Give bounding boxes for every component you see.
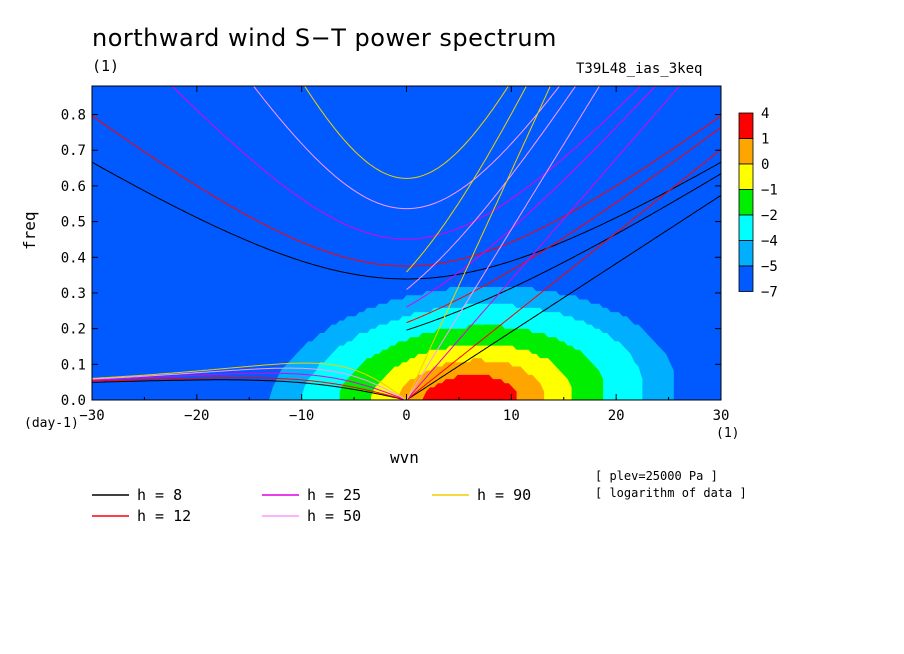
x-tick-label: 0 [402,408,410,424]
dispersion-legend: h = 8 h = 12 h = 25 h = 50 h = 90 [92,486,531,525]
kelvin-curve-h8 [406,194,721,400]
colorbar-label: −1 [761,183,778,199]
y-tick-label: 0.4 [61,250,86,266]
x-axis-ticks: −30 −20 −10 0 10 20 30 [79,86,729,424]
kelvin-curve-h90 [406,86,551,400]
colorbar-label: −4 [761,234,778,250]
run-id-label: T39L48_ias_3keq [576,61,703,77]
x-tick-label: −20 [184,408,209,424]
y-tick-label: 0.3 [61,286,86,302]
colorbar-label: −7 [761,285,778,301]
y-axis-ticks: 0.0 0.1 0.2 0.3 0.4 0.5 0.6 0.7 0.8 [61,108,721,409]
colorbar-label: 1 [761,132,769,148]
mrg-curve-h25 [406,86,657,308]
colorbar-label: −2 [761,208,778,224]
mrg-curve-h50 [406,86,577,290]
chart-title: northward wind S−T power spectrum [92,24,557,52]
colorbar-swatch [738,138,754,165]
dispersion-curves [92,86,721,400]
kelvin-curve-h25 [406,86,681,400]
rossby-curve-h90 [92,362,407,400]
y-tick-label: 0.6 [61,179,86,195]
log-note: [ logarithm of data ] [595,486,747,500]
ig-curve-h90 [304,86,509,179]
rossby-curve-h50 [92,367,407,400]
legend-label: h = 12 [137,507,191,525]
plev-note: [ plev=25000 Pa ] [595,469,718,483]
colorbar-label: 0 [761,157,769,173]
colorbar-swatch [738,214,754,241]
x-tick-label: 20 [608,408,625,424]
legend-label: h = 50 [307,507,361,525]
rossby-curve-h12 [92,377,407,400]
x-tick-label: −10 [289,408,314,424]
y-tick-label: 0.2 [61,322,86,338]
legend-label: h = 90 [477,486,531,504]
colorbar-swatch [738,163,754,190]
mrg-curve-h90 [406,86,528,273]
contour-fill [92,86,721,400]
y-tick-label: 0.1 [61,357,86,373]
colorbar-swatch [738,112,754,139]
y-tick-label: 0.0 [61,393,86,409]
ig-curve-h8 [92,161,721,280]
colorbar-swatch [738,189,754,216]
colorbar-swatch [738,265,754,292]
mrg-curve-h8 [406,173,721,331]
x-tick-label: 10 [503,408,520,424]
colorbar: 4 1 0 −1 −2 −4 −5 −7 [738,106,778,301]
y-tick-label: 0.7 [61,143,86,159]
legend-label: h = 8 [137,486,182,504]
ig-curve-h12 [92,115,721,267]
mrg-curve-h12 [406,126,721,324]
x-tick-label: 30 [713,408,730,424]
y-tick-label: 0.8 [61,108,86,124]
x-tick-label: −30 [79,408,104,424]
rossby-curve-h8 [92,379,407,400]
y-axis-unit: (day-1) [24,416,79,431]
x-axis-label: wvn [390,448,419,467]
y-tick-label: 0.5 [61,215,86,231]
ig-curve-h50 [252,86,561,210]
x-axis-unit: (1) [716,426,740,441]
ig-curve-h25 [171,86,642,240]
colorbar-label: −5 [761,259,778,275]
kelvin-curve-h50 [406,86,601,400]
legend-label: h = 25 [307,486,361,504]
kelvin-curve-h12 [406,148,721,400]
colorbar-label: 4 [761,106,769,122]
chart-unit-label: (1) [92,57,120,75]
contour-level-1 [422,374,517,400]
colorbar-swatch [738,240,754,267]
rossby-curve-h25 [92,372,407,400]
